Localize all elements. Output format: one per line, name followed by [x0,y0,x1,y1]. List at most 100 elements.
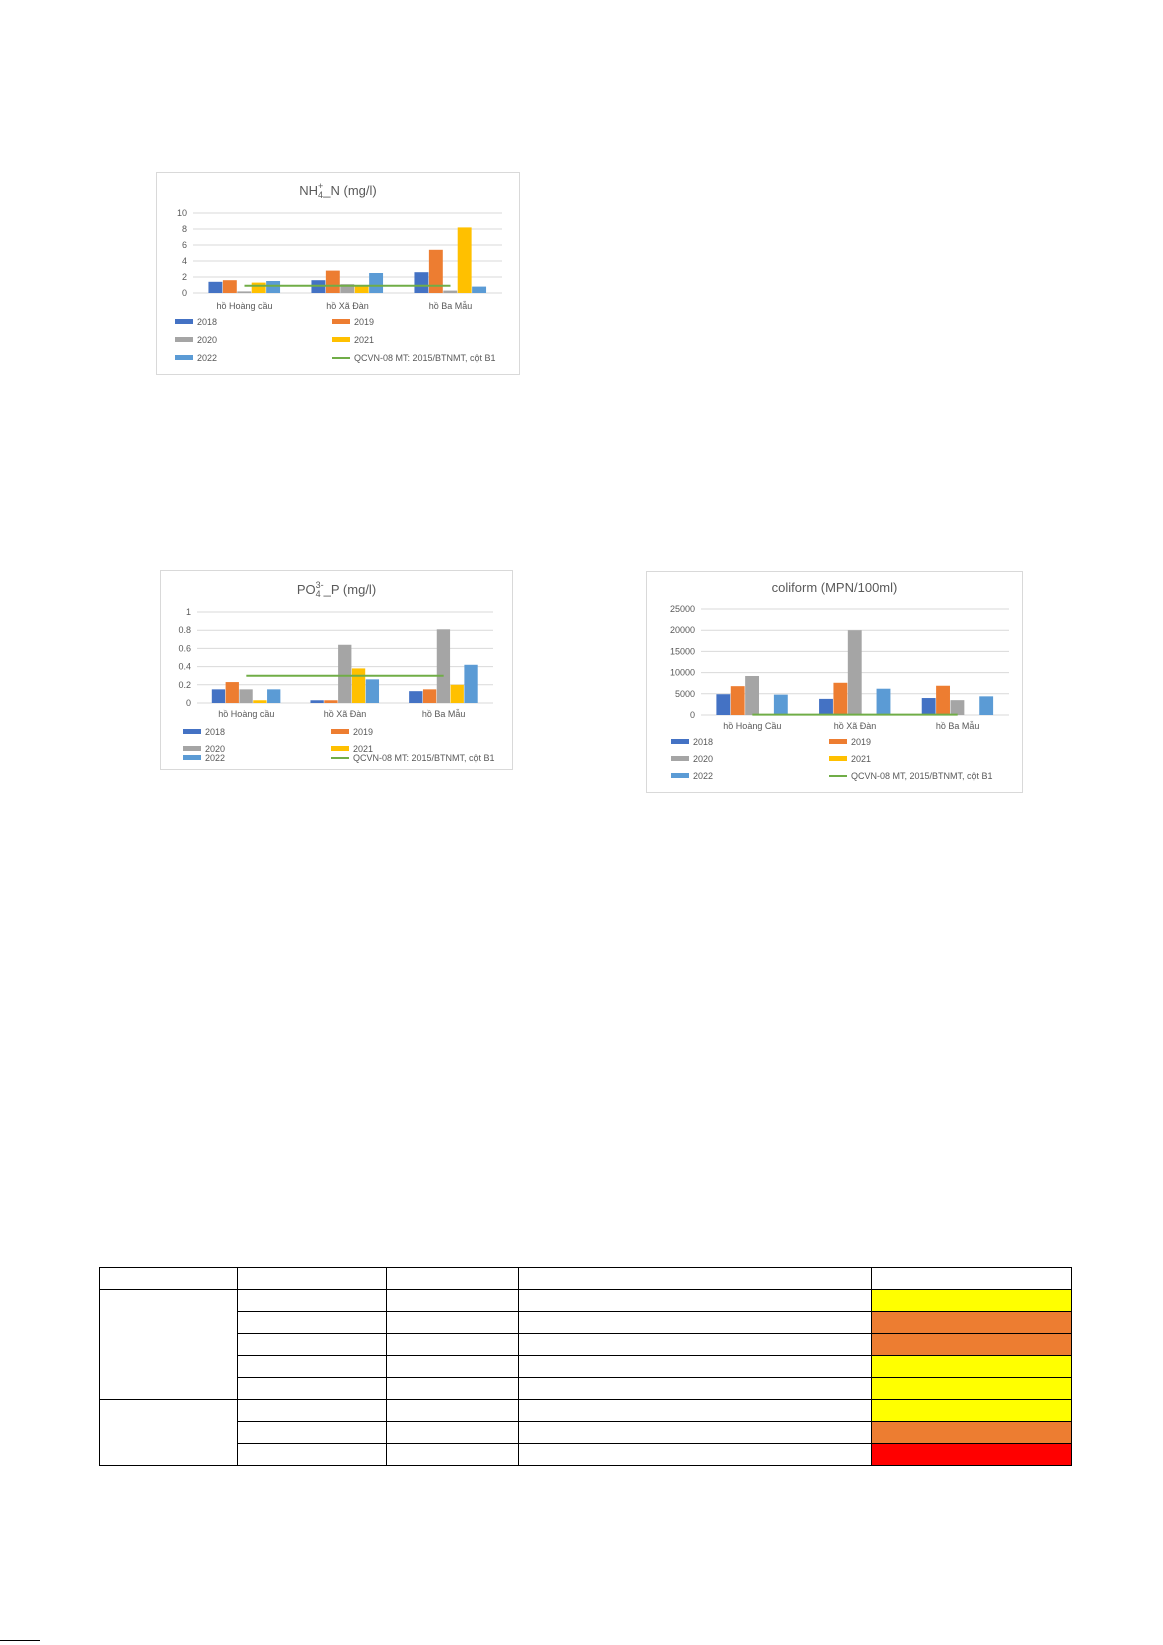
table-cell [237,1311,387,1334]
bar-2021-1 [354,285,369,293]
legend-label: QCVN-08 MT: 2015/BTNMT, cột B1 [354,353,496,363]
legend-swatch [183,746,201,751]
table-cell [237,1377,387,1400]
legend-swatch [671,756,689,761]
y-tick-label: 1 [186,607,191,617]
bar-2022-1 [369,273,384,293]
bar-2020-1 [340,284,355,293]
bar-2020-2 [443,290,458,293]
y-tick-label: 8 [182,224,187,234]
table-cell [99,1267,238,1290]
bar-2018-0 [716,694,731,715]
y-tick-label: 10 [177,208,187,218]
legend-swatch [183,729,201,734]
bar-2020-1 [338,644,352,703]
bar-2022-0 [267,689,281,703]
nh4-chart: NH4+_N (mg/l) 0 2 4 6 8 10 hồ Hoàng cầu hồ Xã Đà… [156,172,520,375]
legend-label: 2021 [851,754,871,764]
y-tick-label: 0 [186,698,191,708]
table-cell [518,1267,872,1290]
bar-2019-0 [225,682,239,703]
table-cell [386,1311,519,1334]
legend-label: 2020 [693,754,713,764]
x-category-label: hồ Ba Mẫu [429,301,473,311]
bar-2020-0 [745,675,760,715]
bar-2022-2 [472,286,487,293]
bar-2021-0 [251,282,266,293]
legend-swatch [332,319,350,324]
table-row [99,1267,1072,1290]
legend-label: 2022 [693,771,713,781]
legend-swatch [331,746,349,751]
y-tick-label: 20000 [670,625,695,635]
legend-swatch [175,355,193,360]
x-category-label: hồ Xã Đàn [834,721,877,731]
bar-2021-0 [253,700,267,703]
chart-title: PO43-_P (mg/l) [297,580,376,599]
bar-2018-2 [409,691,423,703]
table-row [100,1333,1072,1356]
table-cell [871,1333,1072,1356]
table-row [99,1399,1072,1466]
bar-2020-0 [239,689,253,703]
table-cell [386,1333,519,1356]
table-cell [237,1399,387,1422]
legend-label: 2020 [205,744,225,754]
y-tick-label: 0.4 [178,662,191,672]
coliform-chart-svg: coliform (MPN/100ml) 0 5000 10000 15000 20000… [670,580,1009,781]
legend-swatch [671,773,689,778]
y-tick-label: 0.2 [178,680,191,690]
table-cell [386,1267,519,1290]
legend-label: QCVN-08 MT: 2015/BTNMT, cột B1 [353,753,495,763]
legend-swatch [829,756,847,761]
table-cell [99,1399,238,1466]
bar-2019-2 [422,689,437,703]
legend-label: 2018 [205,727,225,737]
bar-2020-2 [950,700,965,715]
table-cell [871,1289,1072,1312]
table-cell [871,1377,1072,1400]
bar-2020-2 [436,629,451,703]
table-cell [871,1267,1072,1290]
table-cell [518,1443,872,1466]
footnote-rule [0,1640,40,1641]
table-cell [237,1289,387,1312]
table-row [100,1377,1072,1400]
x-category-label: hồ Ba Mẫu [422,709,466,719]
table-cell [386,1355,519,1378]
bar-2019-1 [833,682,848,715]
bar-2022-0 [266,281,281,293]
table-cell [237,1443,387,1466]
table-cell [871,1443,1072,1466]
bar-2018-1 [310,700,324,703]
table-row [100,1311,1072,1334]
x-category-label: hồ Ba Mẫu [936,721,980,731]
table-cell [386,1399,519,1422]
bar-2022-2 [979,696,994,715]
table-cell [237,1267,387,1290]
table-row [100,1421,1072,1444]
bar-2019-2 [428,249,443,293]
bar-2022-0 [773,694,788,715]
x-category-label: hồ Xã Đàn [324,709,367,719]
bar-2021-2 [450,684,464,703]
bar-2018-0 [208,281,223,293]
bar-2022-1 [876,688,891,715]
table-row [100,1355,1072,1378]
legend-label: 2020 [197,335,217,345]
legend-label: 2018 [197,317,217,327]
y-tick-label: 5000 [675,689,695,699]
y-tick-label: 6 [182,240,187,250]
bar-2019-0 [730,686,745,715]
bar-2021-2 [457,227,472,293]
x-category-label: hồ Hoàng cầu [216,301,272,311]
y-tick-label: 10000 [670,668,695,678]
table-cell [518,1377,872,1400]
table-cell [386,1377,519,1400]
legend-label: 2019 [851,737,871,747]
legend-label: 2019 [354,317,374,327]
nh4-chart-svg: NH4+_N (mg/l) 0 2 4 6 8 10 hồ Hoàng cầu hồ Xã Đà… [175,181,502,363]
legend-swatch [332,337,350,342]
bar-2018-1 [819,698,833,715]
bar-2019-0 [222,280,237,293]
